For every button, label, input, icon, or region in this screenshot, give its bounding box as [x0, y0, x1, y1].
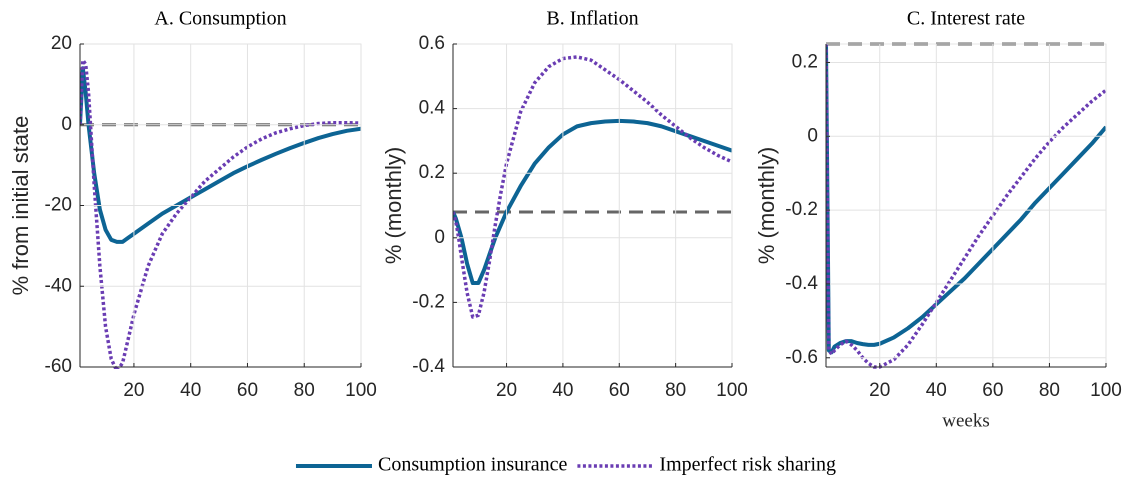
y-tick-label: 0	[807, 125, 818, 146]
legend-label: Imperfect risk sharing	[659, 454, 836, 476]
y-tick-label: 20	[51, 33, 72, 54]
y-tick-label: -40	[45, 275, 72, 296]
y-tick-label: -0.2	[412, 291, 445, 312]
x-tick-label: 100	[716, 380, 748, 401]
y-tick-label: 0	[61, 114, 72, 135]
x-tick-label: 40	[552, 380, 573, 401]
y-tick-label: -60	[45, 356, 72, 377]
y-tick-label: -0.6	[785, 347, 818, 368]
plot-frame	[452, 43, 733, 368]
x-tick-label: 60	[237, 380, 258, 401]
x-tick-label: 20	[869, 380, 890, 401]
series-line	[826, 43, 1106, 369]
y-tick-label: 0.4	[419, 98, 446, 119]
x-tick-label: 40	[180, 380, 201, 401]
y-axis-label: % (monthly)	[381, 147, 406, 264]
legend: Consumption insurance Imperfect risk shar…	[295, 454, 836, 476]
series-line	[80, 66, 361, 244]
x-tick-label: 40	[926, 380, 947, 401]
series-line	[453, 55, 732, 319]
x-tick-label: 60	[609, 380, 630, 401]
y-tick-label: -0.4	[412, 356, 445, 377]
y-tick-label: 0.2	[419, 162, 445, 183]
panel-title: B. Inflation	[546, 8, 638, 30]
series-line	[80, 58, 361, 369]
x-tick-label: 80	[1039, 380, 1060, 401]
y-tick-label: -20	[45, 195, 72, 216]
x-axis-label: weeks	[942, 410, 989, 431]
x-tick-label: 20	[496, 380, 517, 401]
y-axis-label: % from initial state	[8, 116, 33, 296]
x-tick-label: 20	[123, 380, 144, 401]
legend-label: Consumption insurance	[378, 454, 568, 476]
plot-area	[826, 42, 1106, 369]
y-axis-label: % (monthly)	[754, 147, 779, 264]
series-line	[826, 43, 1106, 355]
panel-title: C. Interest rate	[907, 8, 1025, 30]
y-tick-label: 0.6	[419, 33, 445, 54]
x-tick-label: 60	[982, 380, 1003, 401]
y-tick-label: -0.4	[785, 273, 818, 294]
x-tick-label: 80	[665, 380, 686, 401]
x-tick-label: 80	[294, 380, 315, 401]
x-tick-label: 100	[1090, 380, 1122, 401]
y-tick-label: 0.2	[792, 51, 818, 72]
plot-area	[453, 55, 732, 319]
series-line	[453, 118, 732, 286]
y-tick-label: 0	[434, 227, 445, 248]
x-tick-label: 100	[345, 380, 377, 401]
y-tick-label: -0.2	[785, 199, 818, 220]
panel-title: A. Consumption	[154, 8, 286, 30]
plot-area	[80, 58, 361, 369]
plot-frame	[825, 43, 1107, 368]
